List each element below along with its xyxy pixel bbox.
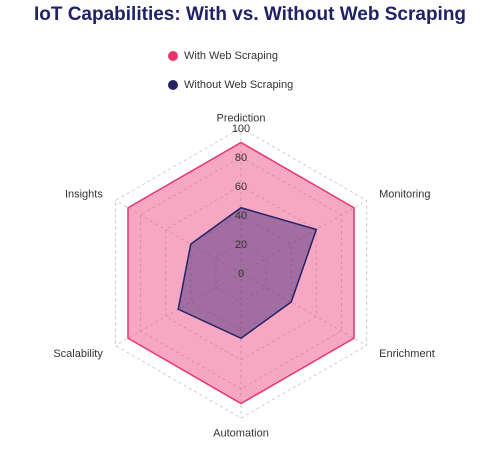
legend-label-without-scraping: Without Web Scraping	[184, 79, 294, 91]
legend: With Web Scraping Without Web Scraping	[0, 0, 500, 100]
r-tick-label: 100	[232, 123, 250, 135]
r-tick-label: 80	[235, 152, 247, 164]
r-tick-label: 0	[238, 268, 244, 280]
axis-label-insights: Insights	[65, 188, 103, 200]
legend-marker-without-scraping	[168, 80, 178, 90]
axis-label-scalability: Scalability	[53, 348, 103, 360]
r-tick-label: 20	[235, 239, 247, 251]
axis-label-enrichment: Enrichment	[379, 348, 435, 360]
legend-item-without-scraping[interactable]: Without Web Scraping	[168, 79, 293, 91]
chart-title: IoT Capabilities: With vs. Without Web S…	[33, 4, 467, 25]
legend-item-with-scraping[interactable]: With Web Scraping	[168, 50, 278, 62]
legend-label-with-scraping: With Web Scraping	[184, 50, 278, 62]
legend-marker-with-scraping	[168, 51, 178, 61]
axis-label-monitoring: Monitoring	[379, 188, 430, 200]
r-tick-label: 60	[235, 181, 247, 193]
axis-label-automation: Automation	[213, 428, 269, 440]
axis-label-prediction: Prediction	[217, 113, 266, 125]
r-tick-label: 40	[235, 210, 247, 222]
